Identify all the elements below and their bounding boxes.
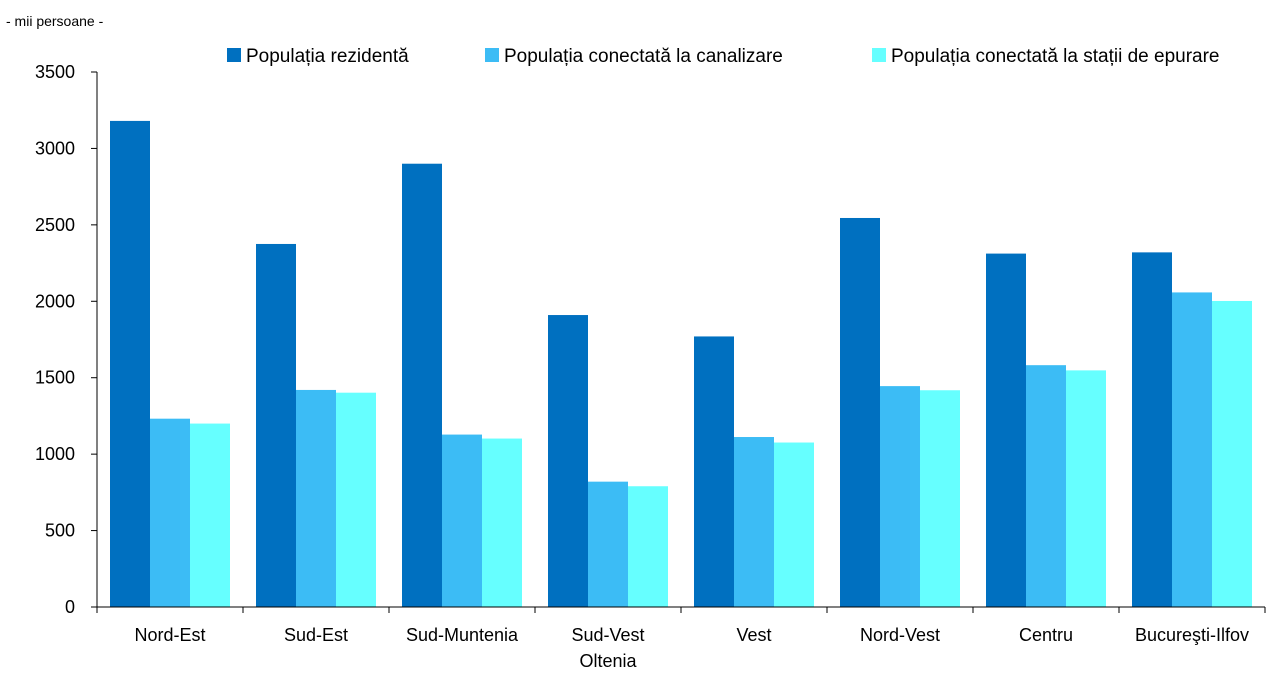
bar-series-3-cat-7 [1066,370,1106,607]
legend-swatch [227,48,241,62]
bar-series-2-cat-7 [1026,365,1066,607]
series-2 [150,292,1212,607]
legend-item: Populația rezidentă [227,46,409,67]
y-tick-label: 0 [65,597,75,617]
bar-series-1-cat-7 [986,253,1026,607]
bar-series-1-cat-4 [548,315,588,607]
legend-swatch [485,48,499,62]
category-label: Sud-Vest Oltenia [571,625,644,671]
category-label: Nord-Vest [860,625,940,645]
bar-series-1-cat-3 [402,163,442,607]
category-label: Nord-Est [134,625,205,645]
category-label-line: Nord-Est [134,625,205,645]
y-tick-label: 500 [45,521,75,541]
legend-label: Populația conectată la canalizare [504,46,783,67]
category-label-line: Centru [1019,625,1073,645]
bar-series-1-cat-1 [110,120,150,607]
legend-swatch [872,48,886,62]
category-label-line: Sud-Est [284,625,348,645]
y-tick-label: 3500 [35,62,75,82]
bar-series-3-cat-1 [190,423,230,607]
bar-series-3-cat-8 [1212,300,1252,607]
bar-series-2-cat-5 [734,437,774,607]
legend-item: Populația conectată la stații de epurare [872,46,1220,67]
legend-item: Populația conectată la canalizare [485,46,783,67]
plot-area: 0 500 1000 1500 2000 2500 3000 3500 Nord-Est Sud-… [35,62,1266,671]
category-label-line: Sud-Muntenia [406,625,519,645]
category-label-line: Sud-Vest [571,625,644,645]
legend: Populația rezidentă Populația conectată l… [227,46,1220,67]
bar-series-1-cat-2 [256,243,296,607]
bar-series-1-cat-6 [840,217,880,608]
category-label-line: Vest [736,625,771,645]
category-label-line: Oltenia [579,651,637,671]
bar-series-2-cat-6 [880,386,920,607]
category-label-line: Nord-Vest [860,625,940,645]
y-tick-label: 2000 [35,291,75,311]
bar-series-2-cat-4 [588,481,628,607]
y-tick-label: 1000 [35,444,75,464]
legend-label: Populația rezidentă [246,46,409,67]
series-1 [110,120,1172,608]
y-tick-label: 3000 [35,138,75,158]
category-label: Sud-Muntenia [406,625,519,645]
bar-series-1-cat-8 [1132,252,1172,607]
y-tick-label: 2500 [35,215,75,235]
bar-series-3-cat-4 [628,486,668,607]
bar-series-3-cat-3 [482,438,522,607]
legend-label: Populația conectată la stații de epurare [891,46,1220,67]
y-tick-label: 1500 [35,368,75,388]
category-label: Sud-Est [284,625,348,645]
category-label: Centru [1019,625,1073,645]
bar-series-1-cat-5 [694,336,734,607]
unit-label: - mii persoane - [6,13,104,29]
bar-series-3-cat-6 [920,390,960,607]
bar-series-2-cat-3 [442,434,482,607]
series-3 [190,300,1252,607]
bar-series-2-cat-8 [1172,292,1212,607]
category-label: Bucureşti-Ilfov [1135,625,1249,645]
bar-series-2-cat-2 [296,389,336,607]
bar-series-3-cat-2 [336,392,376,607]
bar-series-2-cat-1 [150,418,190,607]
bar-series-3-cat-5 [774,442,814,607]
category-label: Vest [736,625,771,645]
category-label-line: Bucureşti-Ilfov [1135,625,1249,645]
